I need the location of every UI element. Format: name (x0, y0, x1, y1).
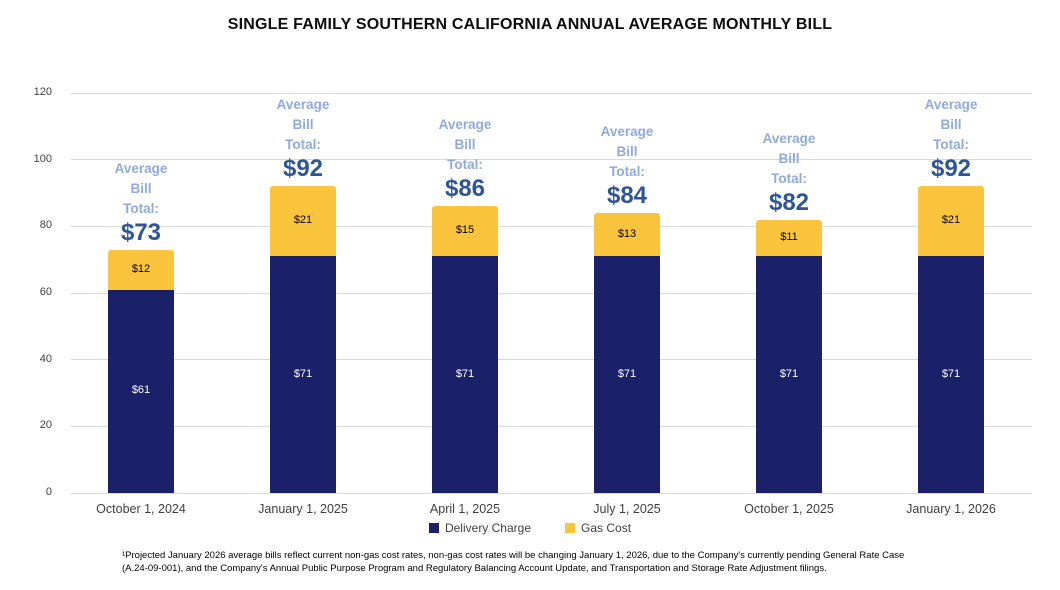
average-bill-total-heading-line: Average (114, 160, 168, 176)
delivery-charge-bar-segment (594, 256, 660, 493)
average-bill-total-heading-line: Total: (771, 170, 807, 186)
average-bill-total-heading-line: Bill (778, 150, 800, 166)
gas-cost-bar-segment (594, 213, 660, 259)
gridline (71, 359, 1032, 361)
average-bill-total-value: $92 (930, 155, 972, 183)
y-axis-tick-label: 80 (39, 219, 52, 232)
gas-cost-bar-segment (756, 219, 822, 259)
footnote: ¹Projected January 2026 average bills re… (122, 549, 982, 575)
chart-title: SINGLE FAMILY SOUTHERN CALIFORNIA ANNUAL… (227, 16, 833, 33)
delivery-charge-data-label: $71 (293, 367, 313, 380)
x-axis-category-label: October 1, 2025 (744, 502, 834, 516)
y-axis-tick-label: 40 (39, 352, 52, 365)
y-axis-tick-label: 0 (45, 486, 52, 498)
average-bill-total-heading-line: Average (600, 124, 654, 139)
gas-cost-bar-segment (108, 249, 174, 292)
average-bill-total-heading-line: Bill (292, 117, 314, 133)
gas-cost-data-label: $11 (780, 231, 798, 243)
gridline (71, 225, 1032, 227)
average-bill-total-value: $92 (282, 155, 324, 183)
y-axis-tick-label: 100 (33, 152, 52, 165)
delivery-charge-bar-segment (270, 256, 336, 493)
y-axis-tick-label: 120 (33, 86, 52, 98)
average-bill-total-annotation: Average Bill Total: $86 (380, 115, 550, 202)
legend-entry: Gas Cost (565, 521, 631, 535)
gas-cost-bar-segment (270, 186, 336, 259)
x-axis-category-label: January 1, 2025 (258, 502, 348, 516)
delivery-charge-bar-segment (756, 256, 822, 493)
average-bill-total-value: $86 (444, 175, 486, 203)
delivery-charge-bar-segment (108, 289, 174, 493)
y-axis-tick-label: 60 (39, 286, 52, 298)
average-bill-total-heading-line: Bill (616, 144, 638, 159)
legend-swatch-icon (428, 523, 439, 533)
average-bill-total-annotation: Average Bill Total: $84 (542, 122, 712, 209)
x-axis-category-label: October 1, 2024 (96, 502, 186, 516)
gridline (71, 292, 1032, 294)
average-bill-total-annotation: Average Bill Total: $92 (866, 95, 1036, 182)
average-bill-total-heading-line: Total: (933, 137, 969, 153)
average-bill-total-heading-line: Total: (123, 200, 159, 216)
average-bill-total-value: $82 (768, 188, 810, 216)
legend-swatch-icon (565, 523, 576, 533)
delivery-charge-data-label: $71 (779, 367, 799, 380)
legend-label: Delivery Charge (444, 521, 532, 535)
average-bill-total-value: $84 (606, 182, 648, 209)
average-bill-total-heading-line: Total: (285, 137, 321, 153)
footnote-line-1: ¹Projected January 2026 average bills re… (122, 550, 905, 561)
average-bill-total-annotation: Average Bill Total: $82 (704, 129, 874, 216)
footnote-line-2: (A.24-09-001), and the Company's Annual … (122, 563, 827, 574)
gas-cost-data-label: $12 (131, 262, 151, 275)
x-axis-category-label: July 1, 2025 (593, 502, 661, 516)
legend-label: Gas Cost (581, 521, 632, 535)
delivery-charge-data-label: $71 (941, 367, 961, 380)
gridline (71, 92, 1032, 94)
legend: Delivery Charge Gas Cost (0, 521, 1060, 535)
average-bill-total-heading-line: Bill (130, 180, 152, 196)
average-bill-total-heading-line: Bill (940, 117, 962, 133)
legend-entry: Delivery Charge (428, 521, 532, 535)
gas-cost-data-label: $21 (941, 214, 961, 227)
average-bill-total-heading-line: Average (276, 97, 330, 113)
gridline (71, 425, 1032, 427)
gas-cost-bar-segment (918, 186, 984, 259)
average-bill-total-heading-line: Average (924, 97, 978, 113)
gas-cost-data-label: $15 (455, 224, 475, 237)
gas-cost-bar-segment (432, 206, 498, 259)
delivery-charge-bar-segment (432, 256, 498, 493)
average-bill-total-value: $73 (120, 218, 162, 246)
average-bill-total-heading-line: Bill (454, 137, 476, 153)
average-bill-total-annotation: Average Bill Total: $92 (218, 95, 388, 182)
gas-cost-data-label: $21 (293, 214, 313, 227)
gridline (71, 159, 1032, 161)
delivery-charge-data-label: $71 (455, 367, 475, 380)
delivery-charge-bar-segment (918, 256, 984, 493)
delivery-charge-data-label: $61 (131, 384, 151, 397)
x-axis-category-label: January 1, 2026 (906, 502, 996, 516)
average-bill-total-heading-line: Total: (447, 157, 483, 173)
gridline (71, 492, 1032, 494)
average-bill-total-heading-line: Average (762, 130, 816, 146)
average-bill-total-heading-line: Total: (609, 164, 645, 179)
average-bill-total-heading-line: Average (438, 117, 492, 133)
average-bill-total-annotation: Average Bill Total: $73 (56, 159, 226, 246)
delivery-charge-data-label: $71 (617, 367, 637, 380)
y-axis-tick-label: 20 (39, 419, 52, 432)
x-axis-category-label: April 1, 2025 (429, 502, 501, 516)
gas-cost-data-label: $13 (617, 227, 637, 240)
